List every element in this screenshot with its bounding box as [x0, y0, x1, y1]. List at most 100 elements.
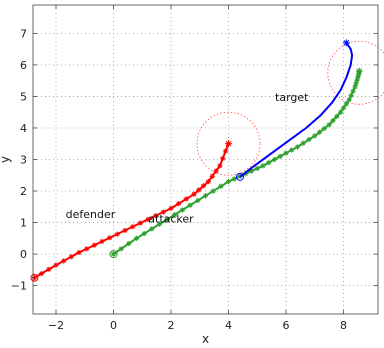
asterisk-stroke: [164, 217, 170, 222]
defender-marker: [122, 227, 128, 234]
asterisk-stroke: [266, 160, 271, 165]
defender-marker: [176, 201, 182, 207]
attacker-marker: [260, 163, 266, 169]
defender-marker: [220, 155, 226, 162]
attacker-marker: [210, 188, 216, 194]
asterisk-stroke: [343, 40, 350, 46]
asterisk-stroke: [232, 176, 237, 182]
asterisk-stroke: [223, 148, 228, 154]
annotations: defender attacker target: [66, 91, 309, 225]
y-axis-label: y: [0, 156, 12, 163]
attacker-marker: [334, 113, 340, 120]
asterisk-stroke: [344, 101, 349, 106]
asterisk-stroke: [149, 226, 155, 232]
asterisk-stroke: [122, 228, 128, 233]
asterisk-stroke: [172, 212, 178, 217]
defender-start-marker: [30, 273, 39, 282]
attacker-marker: [149, 226, 155, 232]
asterisk-stroke: [206, 179, 211, 184]
x-tick-label: −2: [48, 319, 64, 332]
y-tick-label: −1: [11, 280, 27, 293]
attacker-marker: [312, 133, 318, 139]
asterisk-stroke: [348, 93, 354, 98]
x-tick-label: 8: [340, 319, 347, 332]
attacker-marker: [266, 160, 272, 166]
asterisk-stroke: [203, 193, 208, 198]
defender-marker: [191, 191, 197, 197]
defender-marker: [205, 178, 211, 185]
attacker-marker: [277, 153, 283, 159]
attacker-marker: [294, 144, 301, 150]
target-line: [239, 42, 354, 178]
target-end-marker: [342, 39, 350, 47]
asterisk-stroke: [115, 231, 120, 237]
defender-marker: [107, 235, 113, 241]
attacker-marker: [338, 109, 344, 115]
defender-marker: [68, 254, 74, 260]
defender-marker: [200, 183, 207, 189]
asterisk-stroke: [210, 188, 216, 194]
attacker-marker: [289, 147, 295, 153]
capture-range-circles: [196, 40, 384, 176]
defender-marker: [196, 187, 202, 193]
attacker-marker: [141, 230, 147, 237]
attacker-marker: [346, 96, 352, 103]
attacker-marker: [283, 150, 289, 156]
asterisk-stroke: [201, 183, 206, 188]
asterisk-stroke: [76, 250, 82, 255]
asterisk-stroke: [53, 262, 59, 268]
attacker-marker: [202, 193, 209, 199]
defender-marker: [130, 224, 136, 230]
defender-marker: [153, 213, 159, 219]
asterisk-stroke: [180, 207, 185, 213]
defender-marker: [99, 238, 105, 245]
asterisk-stroke: [255, 166, 260, 171]
defender-marker: [53, 262, 59, 268]
asterisk-stroke: [107, 235, 112, 240]
attacker-marker: [300, 140, 306, 146]
asterisk-stroke: [126, 241, 132, 246]
asterisk-stroke: [249, 168, 254, 174]
defender-marker: [183, 196, 189, 202]
capture-range-circle: [196, 111, 261, 176]
asterisk-stroke: [157, 221, 162, 227]
asterisk-stroke: [184, 196, 189, 202]
asterisk-stroke: [347, 97, 352, 102]
y-tick-label: 5: [20, 90, 27, 103]
asterisk-stroke: [195, 198, 201, 203]
attacker-start-marker: [109, 250, 118, 259]
asterisk-stroke: [145, 217, 151, 222]
attacker-marker: [156, 221, 163, 227]
asterisk-stroke: [312, 133, 317, 139]
attacker-end-marker: [355, 67, 363, 75]
y-tick-label: 6: [20, 59, 27, 72]
attacker-marker: [172, 212, 178, 218]
attacker-marker: [343, 101, 349, 107]
trajectory-series: [30, 39, 363, 282]
asterisk-stroke: [225, 140, 232, 147]
y-tick-label: 3: [20, 154, 27, 167]
asterisk-stroke: [84, 246, 89, 252]
attacker-marker: [218, 183, 224, 189]
asterisk-stroke: [61, 258, 66, 264]
x-tick-label: 2: [168, 319, 175, 332]
asterisk-stroke: [326, 122, 332, 127]
asterisk-stroke: [283, 151, 289, 156]
attacker-marker: [350, 88, 356, 94]
asterisk-stroke: [187, 203, 193, 208]
attacker-marker: [110, 251, 117, 257]
asterisk-stroke: [153, 213, 158, 218]
attacker-marker: [179, 207, 186, 213]
defender-marker: [217, 163, 223, 169]
asterisk-stroke: [338, 110, 343, 115]
asterisk-stroke: [322, 126, 327, 131]
asterisk-stroke: [134, 236, 139, 241]
y-tick-label: 4: [20, 122, 27, 135]
attacker-marker: [330, 118, 336, 124]
asterisk-stroke: [161, 209, 166, 215]
attacker-marker: [118, 246, 124, 252]
attacker-marker: [225, 178, 232, 185]
attacker-marker: [316, 129, 323, 135]
axes: [32, 4, 379, 315]
